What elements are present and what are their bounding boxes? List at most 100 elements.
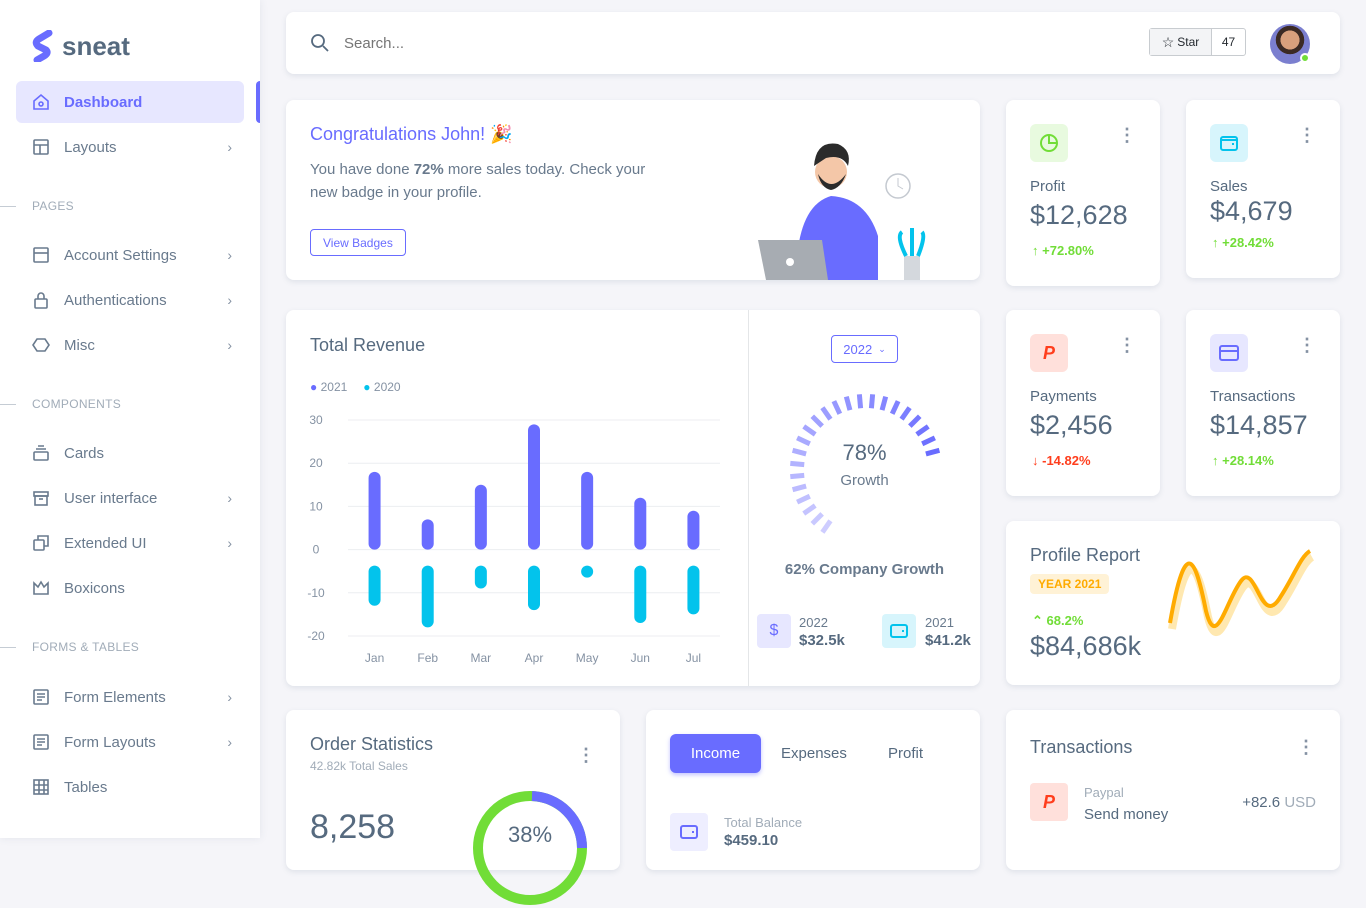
sidebar-item-boxicons[interactable]: Boxicons bbox=[16, 567, 244, 609]
summary-year: 2021 bbox=[925, 615, 954, 630]
change-text: +28.42% bbox=[1222, 235, 1274, 250]
x-tick-label: Apr bbox=[525, 651, 544, 665]
online-status-dot bbox=[1300, 53, 1310, 63]
y-tick-label: 10 bbox=[309, 499, 323, 513]
tab-income[interactable]: Income bbox=[670, 734, 761, 773]
brand-logo[interactable]: sneat bbox=[32, 30, 130, 62]
active-indicator bbox=[256, 81, 260, 123]
bar-2020-Jul bbox=[687, 565, 700, 615]
window-icon bbox=[32, 246, 50, 264]
bar-2020-Jan bbox=[368, 565, 381, 606]
change-text: -14.82% bbox=[1042, 453, 1091, 468]
chevron-right-icon: › bbox=[227, 247, 232, 263]
stat-value: $2,456 bbox=[1030, 410, 1113, 440]
search-icon bbox=[311, 34, 329, 52]
card-title: Profile Report bbox=[1030, 545, 1141, 565]
sidebar-item-layouts[interactable]: Layouts › bbox=[16, 126, 244, 168]
welcome-title: Congratulations John! 🎉 bbox=[310, 124, 513, 144]
view-badges-button[interactable]: View Badges bbox=[310, 229, 406, 256]
bar-2020-Feb bbox=[421, 565, 434, 628]
bar-2021-Apr bbox=[528, 424, 540, 550]
amount: +82.6 bbox=[1242, 794, 1281, 811]
y-tick-label: -20 bbox=[307, 629, 325, 643]
paypal-icon: P bbox=[1030, 334, 1068, 372]
more-options-icon[interactable]: ⋮ bbox=[1298, 335, 1316, 355]
stat-change: ↓ -14.82% bbox=[1032, 453, 1091, 468]
card-title: Order Statistics bbox=[310, 734, 434, 754]
gauge-segment bbox=[820, 406, 833, 421]
arrow-up-icon: ↑ bbox=[1032, 243, 1043, 258]
tab-profit[interactable]: Profit bbox=[888, 745, 924, 762]
sidebar-item-form-layouts[interactable]: Form Layouts › bbox=[16, 721, 244, 763]
collection-icon bbox=[32, 444, 50, 462]
star-count[interactable]: 47 bbox=[1221, 35, 1236, 49]
year-select[interactable]: 2022 ⌄ bbox=[831, 335, 898, 363]
bar-2021-Feb bbox=[421, 519, 434, 550]
detail-icon bbox=[32, 733, 50, 751]
stat-change: ↑ +28.42% bbox=[1212, 235, 1274, 250]
transaction-amount: +82.6 USD bbox=[1242, 794, 1316, 811]
crown-icon bbox=[32, 579, 50, 597]
y-tick-label: 20 bbox=[309, 456, 323, 470]
detail-icon bbox=[32, 688, 50, 706]
sneat-logo-icon bbox=[32, 30, 53, 62]
gauge-segment bbox=[879, 395, 889, 411]
gauge-segment bbox=[915, 424, 930, 437]
y-tick-label: -10 bbox=[307, 586, 325, 600]
sidebar-item-form-elements[interactable]: Form Elements › bbox=[16, 676, 244, 718]
box-icon bbox=[32, 489, 50, 507]
year-badge: YEAR 2021 bbox=[1030, 574, 1110, 594]
gauge-segment bbox=[810, 414, 824, 428]
section-components: COMPONENTS bbox=[0, 397, 122, 411]
growth-label: Growth bbox=[840, 472, 889, 489]
gauge-segment bbox=[899, 406, 912, 421]
chevron-right-icon: › bbox=[227, 689, 232, 705]
balance-label: Total Balance bbox=[724, 815, 803, 830]
chevron-right-icon: › bbox=[227, 490, 232, 506]
stat-label: Sales bbox=[1210, 178, 1248, 195]
arrow-down-icon: ↓ bbox=[1032, 453, 1043, 468]
star-icon: ☆ bbox=[1161, 33, 1175, 50]
tab-expenses[interactable]: Expenses bbox=[781, 745, 847, 762]
label: Misc bbox=[64, 336, 95, 354]
search-input[interactable] bbox=[344, 30, 744, 56]
cube-icon bbox=[32, 336, 50, 354]
more-options-icon[interactable]: ⋮ bbox=[1297, 737, 1315, 757]
sidebar-item-tables[interactable]: Tables bbox=[16, 766, 244, 808]
profile-sparkline bbox=[1168, 549, 1315, 637]
profit-card: ⋮ Profit $12,628 ↑ +72.80% bbox=[1006, 100, 1160, 286]
chevron-right-icon: › bbox=[227, 292, 232, 308]
more-options-icon[interactable]: ⋮ bbox=[1298, 125, 1316, 145]
home-icon bbox=[32, 93, 50, 111]
sidebar-item-extended-ui[interactable]: Extended UI › bbox=[16, 522, 244, 564]
github-star-button[interactable]: ☆ Star 47 bbox=[1149, 28, 1246, 56]
balance-value: $459.10 bbox=[724, 832, 779, 849]
label: Dashboard bbox=[64, 93, 143, 111]
gauge-segment bbox=[843, 395, 853, 411]
sidebar-item-dashboard[interactable]: Dashboard bbox=[16, 81, 244, 123]
gauge-segment bbox=[856, 394, 864, 409]
label: Authentications bbox=[64, 291, 167, 309]
more-options-icon[interactable]: ⋮ bbox=[1118, 335, 1136, 355]
sidebar-item-user-interface[interactable]: User interface › bbox=[16, 477, 244, 519]
summary-value: $41.2k bbox=[925, 632, 971, 649]
stat-value: $4,679 bbox=[1210, 196, 1293, 226]
x-tick-label: May bbox=[576, 651, 599, 665]
gauge-segment bbox=[908, 414, 922, 428]
label: Boxicons bbox=[64, 579, 125, 597]
legend-2020[interactable]: ● 2020 bbox=[363, 380, 401, 394]
label: Form Layouts bbox=[64, 733, 156, 751]
profile-change: ⌃ 68.2% bbox=[1032, 613, 1083, 629]
x-tick-label: Jul bbox=[686, 651, 701, 665]
stat-change: ↑ +72.80% bbox=[1032, 243, 1094, 258]
sidebar-item-authentications[interactable]: Authentications › bbox=[16, 279, 244, 321]
more-options-icon[interactable]: ⋮ bbox=[1118, 125, 1136, 145]
copy-icon bbox=[32, 534, 50, 552]
sidebar-item-account-settings[interactable]: Account Settings › bbox=[16, 234, 244, 276]
sidebar-item-misc[interactable]: Misc › bbox=[16, 324, 244, 366]
sidebar-item-cards[interactable]: Cards bbox=[16, 432, 244, 474]
gauge-segment bbox=[889, 400, 901, 415]
more-options-icon[interactable]: ⋮ bbox=[577, 745, 595, 765]
legend-2021[interactable]: ● 2021 bbox=[310, 380, 348, 394]
star-button[interactable]: ☆ Star bbox=[1150, 29, 1212, 55]
